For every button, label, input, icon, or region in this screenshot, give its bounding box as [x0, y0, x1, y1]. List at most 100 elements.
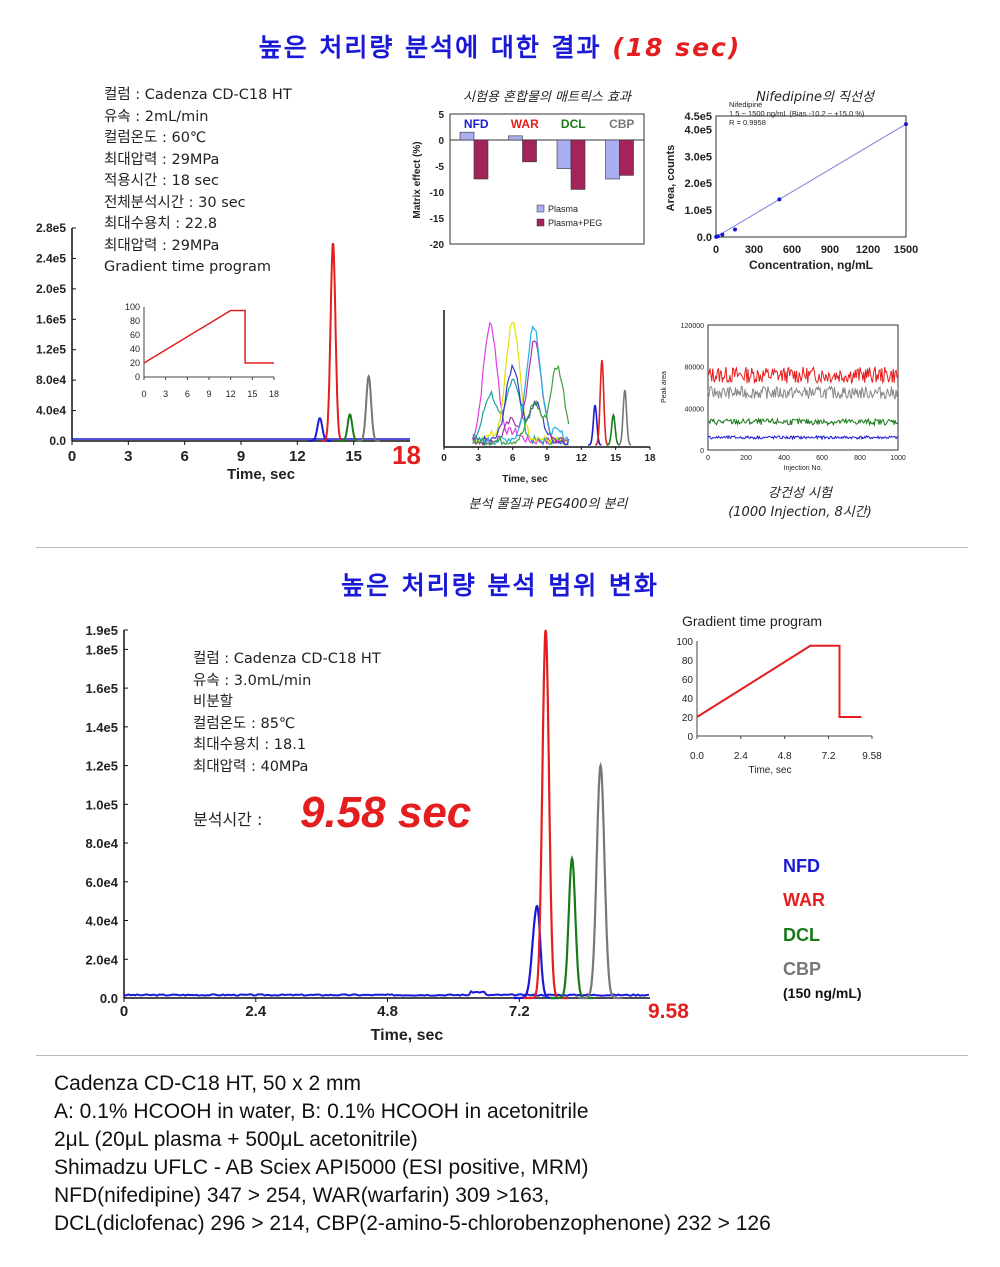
legend-label: Plasma+PEG: [548, 218, 602, 228]
robust-caption-1: 강건성 시험: [768, 486, 832, 501]
x-axis-label: Time, sec: [371, 1027, 444, 1044]
bottom-conditions: 컬럼 : Cadenza CD-C18 HT 유속 : 3.0mL/min 비분…: [193, 649, 381, 778]
y-tick-label: 20: [130, 358, 140, 368]
annotation: Nifedipine: [729, 100, 762, 109]
y-tick-label: 40: [130, 344, 140, 354]
condition-line: 적용시간 : 18 sec: [104, 173, 219, 189]
analyte-peak: [588, 404, 602, 446]
legend-swatch: [536, 218, 545, 227]
annotation: 1.5 ~ 1500 ng/mL (Bias -10.2 ~ +15.0 %): [729, 109, 865, 118]
y-tick-label: 1.0e5: [85, 797, 118, 812]
x-tick-label: 1000: [890, 455, 906, 462]
analyte-peak: [594, 359, 609, 446]
x-tick-label: 200: [740, 455, 752, 462]
peak-war: [321, 243, 345, 442]
y-tick-label: 20: [682, 713, 694, 724]
bottom-title: 높은 처리량 분석 범위 변화: [0, 566, 1000, 602]
divider-bottom: [36, 1055, 968, 1056]
data-point: [777, 197, 782, 202]
data-point: [715, 234, 720, 239]
y-tick-label: 2.0e5: [684, 178, 712, 190]
x-axis-label: Time, sec: [502, 474, 548, 485]
bar: [459, 131, 475, 141]
x-tick-label: 12: [289, 448, 306, 465]
x-tick-label: 15: [610, 453, 622, 464]
peak-dcl: [338, 413, 362, 442]
x-axis-label: Time, sec: [227, 466, 295, 483]
legend-label: Plasma: [548, 204, 578, 214]
y-tick-label: 120000: [681, 323, 704, 330]
y-tick-label: 2.0e5: [36, 282, 66, 296]
x-tick-label: 4.8: [778, 751, 792, 762]
analysis-time-label: 분석시간 :: [193, 810, 263, 829]
peak-war: [523, 629, 568, 1000]
peak-cbp: [357, 374, 380, 442]
bar: [473, 139, 489, 180]
x-tick-label: 600: [816, 455, 828, 462]
category-label: NFD: [464, 117, 489, 131]
condition-line: 컬럼 : Cadenza CD-C18 HT: [193, 651, 381, 667]
footer-line: DCL(diclofenac) 296 > 214, CBP(2-amino-5…: [54, 1212, 771, 1235]
y-tick-label: 2.8e5: [36, 221, 66, 235]
top-end-time: 18: [392, 440, 421, 470]
x-axis-label: Time, sec: [749, 765, 792, 776]
legend-note: (150 ng/mL): [783, 985, 862, 1001]
y-tick-label: 0: [438, 136, 444, 147]
analyte-peak: [606, 412, 620, 446]
y-tick-label: -20: [430, 240, 445, 251]
x-tick-label: 3: [476, 453, 482, 464]
legend-war: WAR: [783, 890, 825, 910]
y-tick-label: 100: [676, 637, 693, 648]
x-tick-label: 7.2: [822, 751, 836, 762]
y-tick-label: 0: [687, 732, 693, 743]
y-tick-label: 4.5e5: [684, 111, 712, 123]
y-tick-label: 1.0e5: [684, 205, 712, 217]
x-tick-label: 15: [345, 448, 362, 465]
legend-nfd: NFD: [783, 856, 820, 876]
condition-line: 컬럼온도 : 85℃: [193, 715, 296, 732]
x-tick-label: 0: [120, 1003, 128, 1020]
bar: [508, 135, 523, 141]
y-tick-label: 0: [135, 372, 140, 382]
x-tick-label: 2.4: [245, 1003, 267, 1020]
y-tick-label: 4.0e4: [85, 914, 118, 929]
x-tick-label: 1500: [894, 244, 918, 256]
x-tick-label: 2.4: [734, 751, 748, 762]
y-tick-label: 2.0e4: [85, 952, 118, 967]
bar: [619, 139, 634, 176]
legend-cbp: CBP: [783, 959, 822, 979]
peg-trace: [472, 340, 570, 447]
peak-nfd: [308, 417, 332, 442]
y-tick-label: 40000: [685, 406, 705, 413]
condition-line: 최대압력 : 40MPa: [193, 758, 309, 775]
x-tick-label: 3: [124, 448, 132, 465]
peg-trace: [472, 364, 570, 447]
peg-trace: [472, 321, 570, 446]
category-label: CBP: [609, 117, 634, 131]
category-label: DCL: [561, 117, 586, 131]
peak-cbp: [578, 761, 623, 1000]
condition-line: 최대수용치 : 18.1: [193, 737, 307, 753]
footer-line: Cadenza CD-C18 HT, 50 x 2 mm: [54, 1072, 361, 1095]
bar: [556, 139, 572, 169]
x-tick-label: 12: [226, 389, 236, 399]
x-tick-label: 0: [141, 389, 146, 399]
y-tick-label: 1.6e5: [85, 681, 118, 696]
y-tick-label: 4.0e4: [36, 404, 66, 418]
x-tick-label: 18: [269, 389, 279, 399]
y-tick-label: 3.0e5: [684, 151, 712, 163]
x-tick-label: 6: [180, 448, 188, 465]
x-tick-label: 9: [544, 453, 550, 464]
y-tick-label: -10: [430, 188, 445, 199]
peg-trace: [472, 324, 570, 446]
x-tick-label: 3: [163, 389, 168, 399]
x-tick-label: 7.2: [509, 1003, 530, 1020]
condition-line: 전체분석시간 : 30 sec: [104, 194, 246, 211]
y-tick-label: 40: [682, 694, 694, 705]
divider-top: [36, 547, 968, 548]
y-tick-label: 1.2e5: [85, 759, 118, 774]
y-tick-label: 1.4e5: [85, 720, 118, 735]
y-tick-label: -5: [435, 162, 444, 173]
y-tick-label: -15: [430, 214, 445, 225]
condition-line: 최대수용치 : 22.8: [104, 216, 218, 232]
